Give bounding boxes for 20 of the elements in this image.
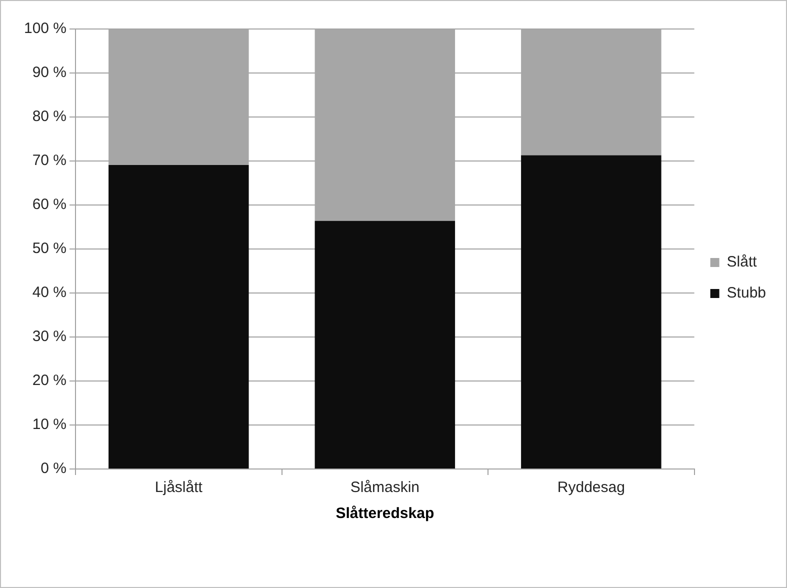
legend-label: Slått <box>726 254 758 271</box>
bar <box>314 220 456 468</box>
x-tick-label: Slåmaskin <box>350 479 420 496</box>
bar <box>108 164 249 468</box>
y-tick-label: 30 % <box>32 328 67 346</box>
x-tick-label: Ryddesag <box>557 479 625 496</box>
y-tick-label: 70 % <box>32 152 67 170</box>
x-axis-title: Slåtteredskap <box>336 505 434 522</box>
y-tick-label: 20 % <box>32 372 67 390</box>
x-tick-label: Ljåslått <box>154 479 204 496</box>
legend-label: Stubb <box>726 284 766 302</box>
y-tick-label: 10 % <box>32 416 67 434</box>
y-tick-label: 40 % <box>32 284 67 302</box>
bar <box>521 155 662 468</box>
y-tick-label: 100 % <box>24 20 67 38</box>
y-tick-label: 60 % <box>32 196 67 214</box>
y-tick-label: 80 % <box>32 108 67 126</box>
y-tick-label: 0 % <box>40 460 67 478</box>
y-tick-label: 90 % <box>32 64 67 82</box>
y-tick-label: 50 % <box>32 240 67 258</box>
